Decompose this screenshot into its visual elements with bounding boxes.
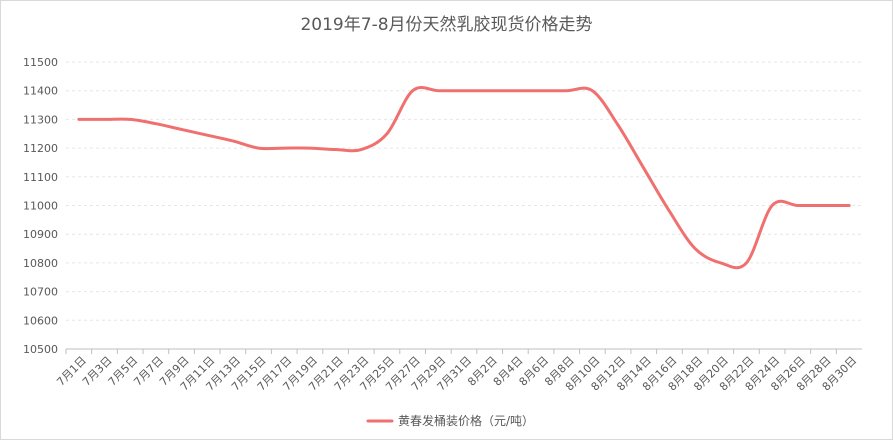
y-tick-label: 11200 <box>23 142 58 155</box>
y-tick-label: 10800 <box>23 257 58 270</box>
series-group <box>77 86 851 270</box>
y-axis-ticks: 10500 10600 10700 10800 10900 11000 11100 11200… <box>23 56 58 356</box>
y-tick-label: 10500 <box>23 343 58 356</box>
y-tick-label: 11000 <box>23 200 58 213</box>
gridlines <box>66 61 862 350</box>
y-tick-label: 11400 <box>23 85 58 98</box>
y-tick-label: 10900 <box>23 228 58 241</box>
legend-label: 黄春发桶装价格（元/吨） <box>398 413 534 428</box>
y-tick-label: 10600 <box>23 314 58 327</box>
chart-title: 2019年7-8月份天然乳胶现货价格走势 <box>300 15 593 35</box>
y-tick-label: 10700 <box>23 286 58 299</box>
y-tick-label: 11300 <box>23 113 58 126</box>
y-tick-label: 11500 <box>23 56 58 69</box>
series-line <box>77 86 851 270</box>
y-tick-label: 11100 <box>23 171 58 184</box>
legend[interactable]: 黄春发桶装价格（元/吨） <box>366 413 534 428</box>
x-axis-ticks: 7月1日7月3日7月5日7月7日7月9日7月11日7月13日7月15日7月17日… <box>54 349 859 394</box>
